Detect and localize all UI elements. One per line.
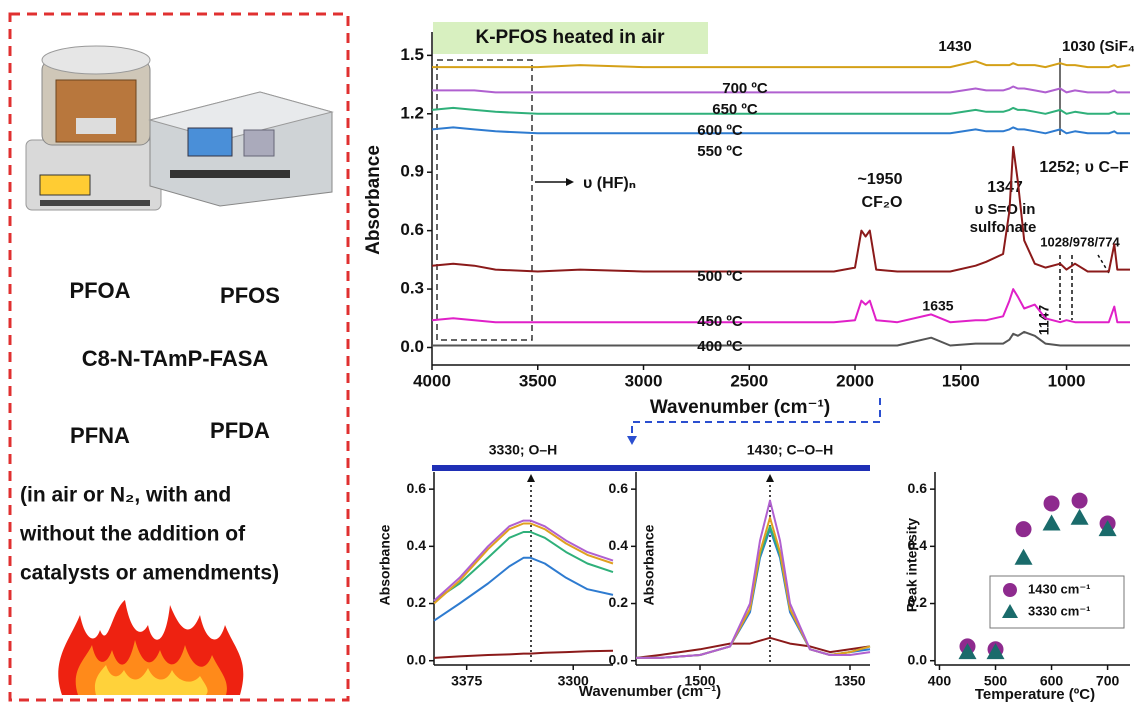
- circle-point: [1044, 495, 1060, 511]
- compound-label: PFOS: [220, 283, 280, 308]
- x-tick-label: 1500: [684, 673, 715, 689]
- y-tick-label: 1.5: [400, 45, 424, 64]
- compound-label: PFDA: [210, 418, 270, 443]
- hf-region-box: [437, 60, 532, 340]
- spectrum-line: [432, 332, 1130, 346]
- annotation: 1030 (SiF₄): [1062, 38, 1134, 55]
- condition-text: catalysts or amendments): [20, 562, 279, 585]
- inset-banner: [432, 465, 870, 471]
- x-tick-label: 3000: [625, 371, 663, 390]
- legend-marker: [1003, 583, 1017, 597]
- annotation: 1430: [938, 38, 971, 55]
- triangle-point: [1015, 549, 1033, 565]
- condition-text: without the addition of: [19, 523, 246, 546]
- triangle-point: [1071, 509, 1089, 525]
- spectrum-line: [434, 558, 613, 621]
- coh-peak-arrowhead: [766, 474, 774, 482]
- y-tick-label: 0.3: [400, 279, 424, 298]
- triangle-point: [1043, 514, 1061, 530]
- spectrum-line: [432, 127, 1130, 133]
- spectrum-line: [432, 87, 1130, 93]
- y-tick-label: 0.6: [407, 480, 427, 496]
- legend-label: 1430 cm⁻¹: [1028, 581, 1091, 596]
- spectrum-line: [432, 289, 1130, 322]
- condition-text: (in air or N₂, with and: [20, 484, 231, 507]
- x-axis-label: Temperature (ºC): [975, 686, 1095, 703]
- y-tick-label: 0.4: [407, 537, 427, 553]
- compound-label: PFOA: [69, 278, 130, 303]
- x-tick-label: 400: [928, 673, 952, 689]
- y-axis-label: Peak intensity: [904, 518, 920, 612]
- y-tick-label: 0.0: [400, 337, 424, 356]
- spectrum-line: [636, 501, 870, 658]
- x-tick-label: 3500: [519, 371, 557, 390]
- spectrum-line: [434, 651, 613, 658]
- circle-point: [1072, 493, 1088, 509]
- series-label: 400 ºC: [697, 338, 743, 355]
- furnace-icon: [26, 46, 161, 210]
- series-label: 550 ºC: [697, 143, 743, 160]
- flames-icon: [58, 600, 243, 695]
- annotation: 1028/978/774: [1040, 234, 1120, 249]
- x-tick-label: 2000: [836, 371, 874, 390]
- y-axis-label: Absorbance: [641, 524, 657, 605]
- y-tick-label: 0.0: [609, 651, 629, 667]
- series-label: 600 ºC: [697, 122, 743, 139]
- x-tick-label: 1350: [834, 673, 865, 689]
- spectrum-line: [432, 61, 1130, 67]
- series-label: 650 ºC: [712, 101, 758, 118]
- compound-label: PFNA: [70, 423, 130, 448]
- oh-peak-arrowhead: [527, 474, 535, 482]
- y-tick-label: 0.0: [908, 651, 928, 667]
- legend-label: 3330 cm⁻¹: [1028, 603, 1091, 618]
- series-label: 500 ºC: [697, 268, 743, 285]
- y-tick-label: 0.4: [609, 537, 629, 553]
- zoom-arrowhead: [627, 436, 637, 445]
- annotation: sulfonate: [970, 219, 1037, 236]
- y-tick-label: 0.0: [407, 651, 427, 667]
- x-tick-label: 3375: [451, 673, 482, 689]
- y-axis-label: Absorbance: [363, 145, 384, 255]
- chart-title: 3330; O–H: [489, 442, 557, 458]
- x-tick-label: 2500: [730, 371, 768, 390]
- body: PFOA PFOS C8-N-TAmP-FASA PFNA PFDA (in air or…: [0, 0, 1134, 708]
- x-tick-label: 700: [1096, 673, 1120, 689]
- spectrum-line: [434, 532, 613, 601]
- annotation: ~1950: [858, 171, 903, 188]
- annotation: 1635: [922, 298, 953, 314]
- y-axis-label: Absorbance: [377, 524, 393, 605]
- annotation: CF₂O: [862, 194, 903, 211]
- y-tick-label: 0.6: [908, 480, 928, 496]
- compound-label: C8-N-TAmP-FASA: [82, 346, 269, 371]
- y-tick-label: 0.9: [400, 162, 424, 181]
- y-tick-label: 1.2: [400, 103, 424, 122]
- y-tick-label: 0.6: [609, 480, 629, 496]
- x-tick-label: 1500: [942, 371, 980, 390]
- annotation: υ S=O in: [975, 201, 1036, 218]
- annotation: υ (HF)ₙ: [583, 175, 636, 192]
- chart-title: K-PFOS heated in air: [476, 27, 666, 48]
- spectrum-line: [432, 108, 1130, 114]
- y-tick-label: 0.2: [407, 594, 427, 610]
- x-tick-label: 1000: [1048, 371, 1086, 390]
- y-tick-label: 0.2: [609, 594, 629, 610]
- series-label: 700 ºC: [722, 80, 768, 97]
- hf-arrowhead: [566, 178, 574, 186]
- x-tick-label: 4000: [413, 371, 451, 390]
- y-tick-label: 0.6: [400, 220, 424, 239]
- series-label: 450 ºC: [697, 313, 743, 330]
- chart-title: 1430; C–O–H: [747, 442, 833, 458]
- ftir-icon: [150, 92, 332, 206]
- figure: PFOA PFOS C8-N-TAmP-FASA PFNA PFDA (in air or…: [0, 0, 1134, 708]
- annotation: 1252; υ C–F: [1039, 159, 1129, 176]
- page: K-PFOS heated in air {"left_panel": { "c…: [0, 0, 1134, 708]
- x-axis-label: Wavenumber (cm⁻¹): [650, 397, 830, 418]
- circle-point: [1016, 521, 1032, 537]
